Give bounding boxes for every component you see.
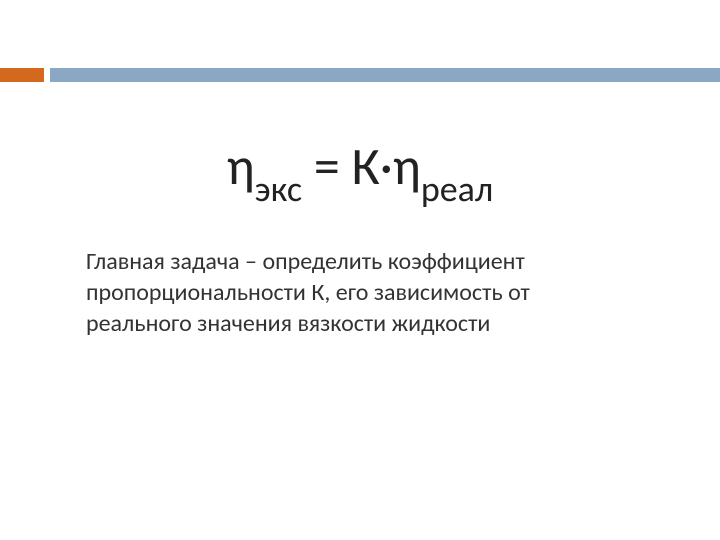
formula-sub1: экс (255, 167, 302, 211)
body-paragraph: Главная задача – определить коэффициент … (80, 246, 640, 340)
formula: ηэкс = К·ηреал (80, 135, 640, 206)
header-accent-bar (0, 68, 720, 82)
formula-eta2: η (393, 134, 421, 198)
formula-eta1: η (227, 134, 255, 198)
formula-sub2: реал (421, 167, 493, 211)
formula-equals: = (302, 134, 351, 198)
accent-bar-orange (0, 68, 44, 82)
formula-k: К· (352, 134, 393, 198)
accent-bar-blue (50, 68, 720, 82)
slide-content: ηэкс = К·ηреал Главная задача – определи… (0, 135, 720, 339)
